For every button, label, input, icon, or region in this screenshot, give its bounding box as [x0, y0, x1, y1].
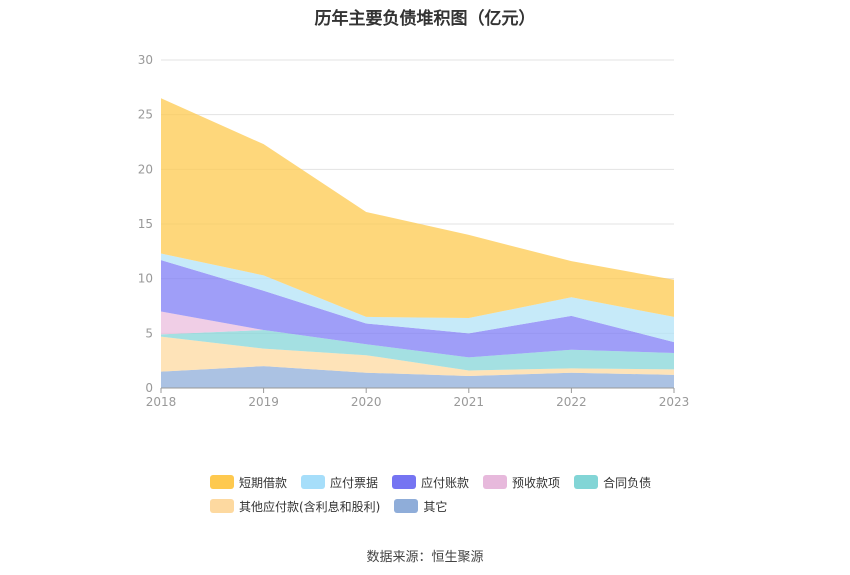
x-tick-label: 2020 [351, 395, 382, 409]
y-tick-label: 25 [138, 108, 153, 122]
area-series-0 [161, 366, 674, 388]
area-series-5 [161, 253, 674, 343]
legend-item-advance-receipts[interactable]: 预收款项 [483, 474, 560, 491]
area-series-2 [161, 330, 674, 371]
x-tick-label: 2021 [454, 395, 485, 409]
x-tick-label: 2018 [146, 395, 177, 409]
x-tick-label: 2023 [659, 395, 690, 409]
legend-item-other-payables[interactable]: 其他应付款(含利息和股利) [210, 498, 380, 515]
legend-item-short-term-loans[interactable]: 短期借款 [210, 474, 287, 491]
legend-label: 短期借款 [239, 475, 288, 490]
legend-swatch [210, 475, 234, 489]
legend-swatch [394, 499, 419, 513]
legend-swatch [392, 475, 417, 489]
area-series [161, 98, 674, 388]
legend-item-contract-liabilities[interactable]: 合同负债 [574, 474, 651, 491]
legend: 短期借款 应付票据 应付账款 预收款项 合同负债 其他应付款(含利息和股利) 其… [210, 470, 670, 518]
y-tick-label: 20 [138, 162, 153, 176]
area-series-1 [161, 336, 674, 376]
data-source: 数据来源：恒生聚源 [366, 550, 484, 565]
legend-label: 合同负债 [603, 475, 652, 490]
legend-swatch [210, 499, 234, 513]
y-tick-label: 5 [145, 326, 153, 340]
legend-row-1: 短期借款 应付票据 应付账款 预收款项 合同负债 [210, 470, 670, 494]
chart-title: 历年主要负债堆积图（亿元） [314, 9, 536, 29]
legend-label: 其它 [423, 499, 448, 514]
x-tick-label: 2019 [248, 395, 279, 409]
legend-label: 其他应付款(含利息和股利) [239, 499, 381, 514]
legend-item-accounts-payable[interactable]: 应付账款 [392, 474, 469, 491]
legend-swatch [483, 475, 508, 489]
legend-swatch [301, 475, 326, 489]
y-tick-label: 0 [145, 381, 153, 395]
legend-label: 应付票据 [330, 475, 379, 490]
x-tick-label: 2022 [556, 395, 587, 409]
y-tick-label: 10 [138, 272, 153, 286]
legend-item-notes-payable[interactable]: 应付票据 [301, 474, 378, 491]
legend-row-2: 其他应付款(含利息和股利) 其它 [210, 494, 670, 518]
legend-label: 应付账款 [421, 475, 470, 490]
y-tick-label: 15 [138, 217, 153, 231]
legend-swatch [574, 475, 599, 489]
axes: 0 5 10 15 20 25 30 2018 2019 2020 2021 2022 2023 [138, 53, 690, 409]
area-series-6 [161, 98, 674, 319]
legend-item-others[interactable]: 其它 [394, 498, 447, 515]
area-series-4 [161, 260, 674, 358]
y-tick-label: 30 [138, 53, 153, 67]
legend-label: 预收款项 [512, 475, 561, 490]
